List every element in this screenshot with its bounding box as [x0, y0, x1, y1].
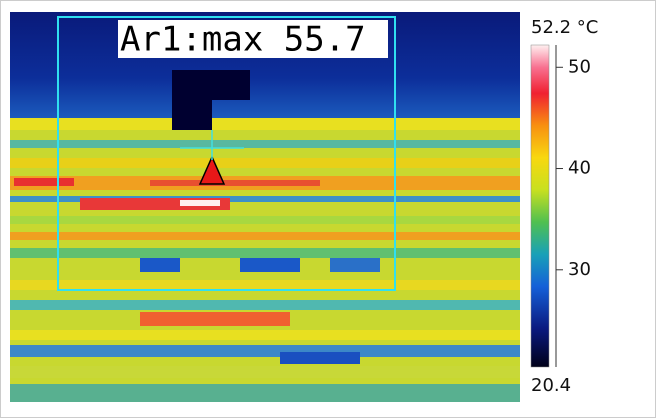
scale-tick-label: 40: [568, 158, 591, 179]
scale-tick-label: 50: [568, 56, 591, 77]
measure-area: [57, 16, 396, 291]
scale-tick-label: 30: [568, 259, 591, 280]
annotation-box: [118, 20, 388, 58]
scale-max: 52.2 °C: [531, 17, 598, 38]
thermal-image: [10, 12, 520, 402]
annotation: Ar1:max 55.7: [120, 20, 366, 60]
scale-min: 20.4: [531, 375, 571, 396]
color-scale: [530, 44, 550, 368]
